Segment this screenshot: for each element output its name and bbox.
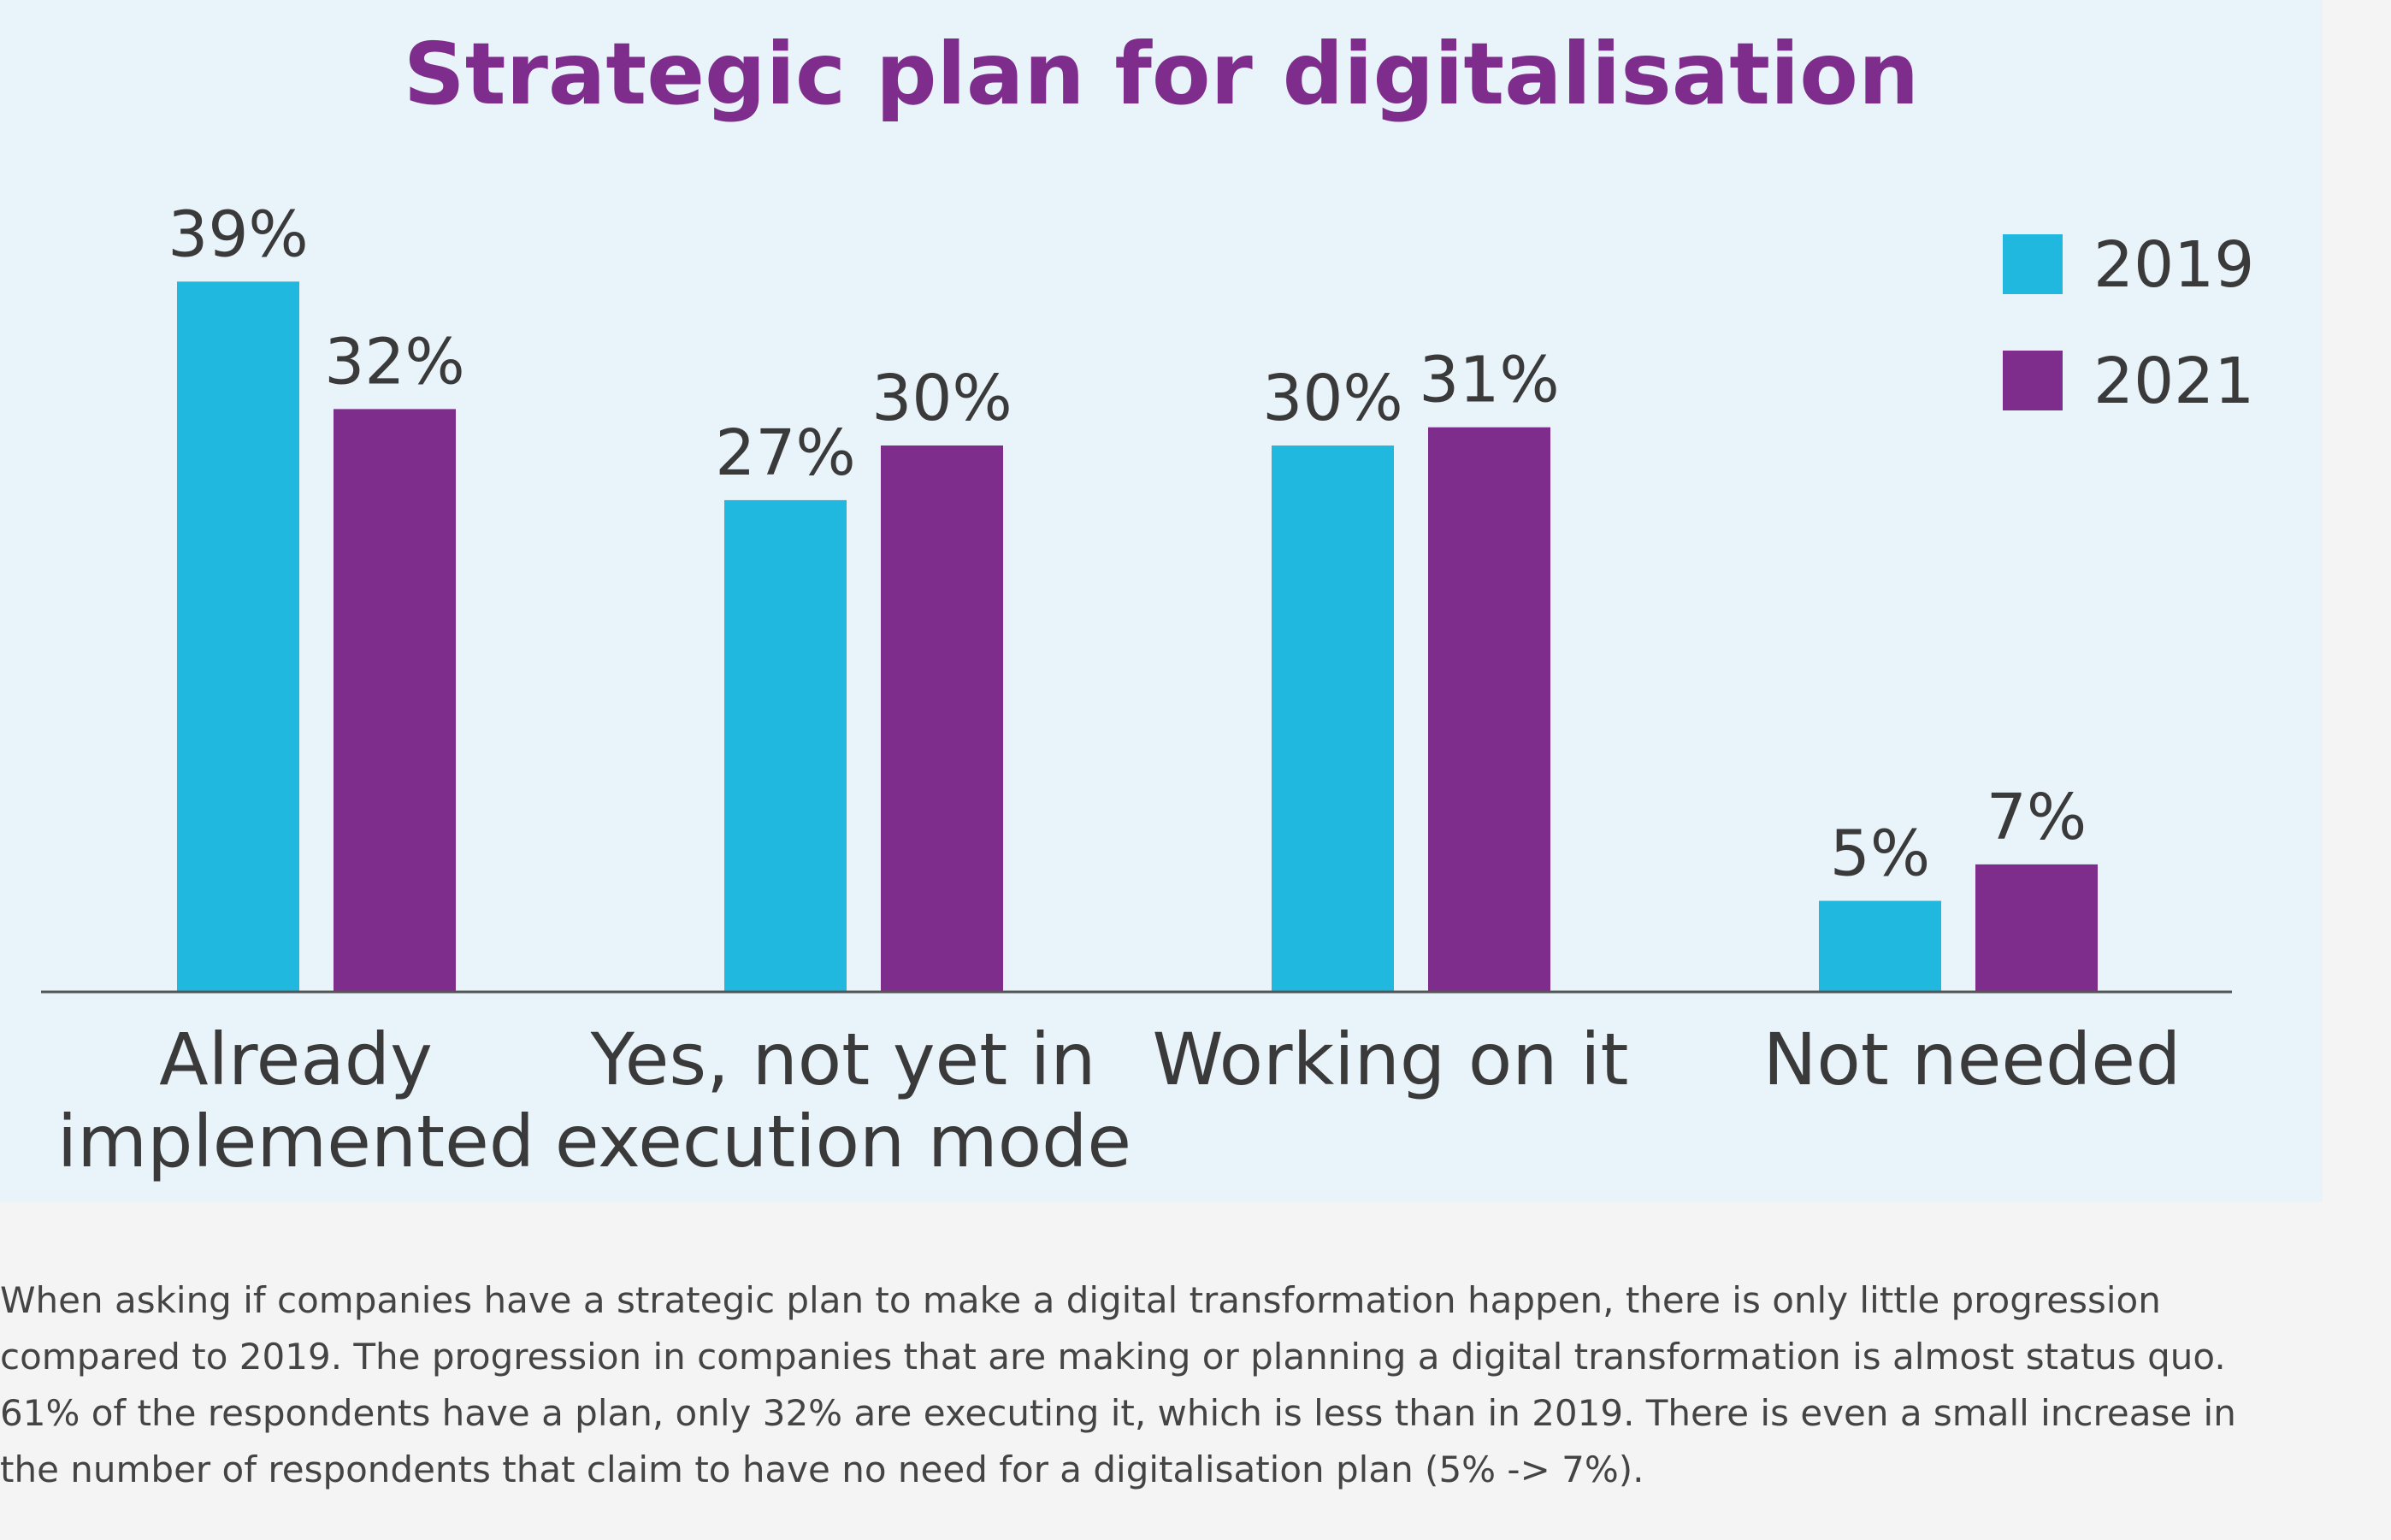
- caption-line: When asking if companies have a strategi…: [0, 1279, 2161, 1321]
- category-label: Yes, not yet in: [590, 1018, 1096, 1101]
- category-label: Not needed: [1763, 1018, 2181, 1101]
- bar-2019-3: [1819, 900, 1941, 992]
- bar-value-label: 27%: [715, 416, 855, 490]
- bar-2021-3: [1975, 864, 2098, 992]
- bar-chart: 39%27%30%5%32% 30% 31%7%Alreadyimplemented…: [41, 198, 2254, 1183]
- bar-2021-0: [334, 409, 456, 992]
- legend-label: 2021: [2093, 345, 2254, 418]
- bar-value-label: 39%: [168, 198, 308, 271]
- category-label: Working on it: [1153, 1018, 1629, 1101]
- category-label: implemented: [57, 1100, 534, 1183]
- caption-line: the number of respondents that claim to …: [0, 1449, 1644, 1490]
- bar-2021-2: [1428, 427, 1550, 992]
- category-label: execution mode: [555, 1100, 1131, 1183]
- bar-value-label: 30%: [1262, 362, 1402, 435]
- caption-line: compared to 2019. The progression in com…: [0, 1336, 2226, 1378]
- chart-panel: Strategic plan for digitalisation 39% 27%…: [0, 0, 2323, 1202]
- category-label: Already: [159, 1018, 433, 1101]
- bar-value-label: 31%: [1419, 344, 1559, 417]
- caption-line: 61% of the respondents have a plan, only…: [0, 1392, 2236, 1434]
- bar-2019-2: [1272, 445, 1394, 992]
- bar-value-label: 5%: [1830, 817, 1930, 891]
- chart-caption: When asking if companies have a strategi…: [0, 1272, 2343, 1498]
- bar-2019-1: [724, 499, 847, 992]
- legend-label: 2019: [2093, 228, 2254, 302]
- bar-value-label: 7%: [1987, 781, 2087, 854]
- bar-2021-1: [881, 445, 1003, 992]
- legend-swatch-2021: [2003, 351, 2063, 410]
- chart-title: Strategic plan for digitalisation: [403, 24, 1920, 124]
- bar-2019-0: [177, 281, 299, 992]
- legend-swatch-2019: [2003, 234, 2063, 294]
- bar-value-label: 32%: [324, 325, 464, 398]
- bar-value-label: 30%: [871, 362, 1012, 435]
